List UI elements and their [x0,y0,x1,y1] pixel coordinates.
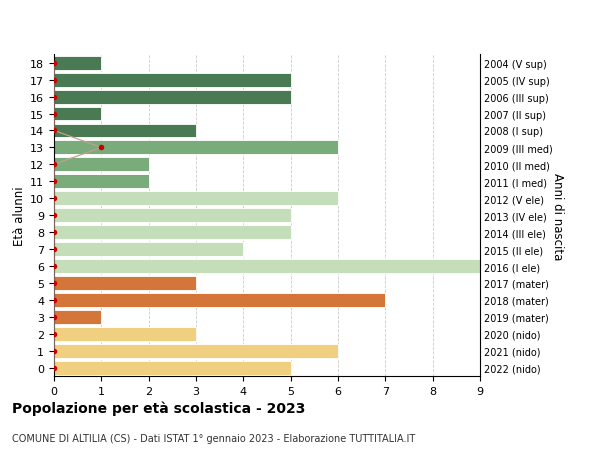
Bar [54,310,101,324]
Text: Popolazione per età scolastica - 2023: Popolazione per età scolastica - 2023 [12,401,305,415]
Y-axis label: Età alunni: Età alunni [13,186,26,246]
Bar [54,141,338,155]
Bar [54,243,244,257]
Bar [54,327,196,341]
Bar [54,293,385,307]
Bar [54,209,290,223]
Bar [54,192,338,206]
Bar [54,90,290,104]
Bar [54,226,290,240]
Bar [54,56,101,71]
Y-axis label: Anni di nascita: Anni di nascita [551,172,564,259]
Bar [54,344,338,358]
Bar [54,107,101,121]
Bar [54,73,290,87]
Bar [54,259,480,274]
Bar [54,124,196,138]
Text: COMUNE DI ALTILIA (CS) - Dati ISTAT 1° gennaio 2023 - Elaborazione TUTTITALIA.IT: COMUNE DI ALTILIA (CS) - Dati ISTAT 1° g… [12,433,415,443]
Bar [54,158,149,172]
Bar [54,175,149,189]
Bar [54,361,290,375]
Bar [54,276,196,290]
